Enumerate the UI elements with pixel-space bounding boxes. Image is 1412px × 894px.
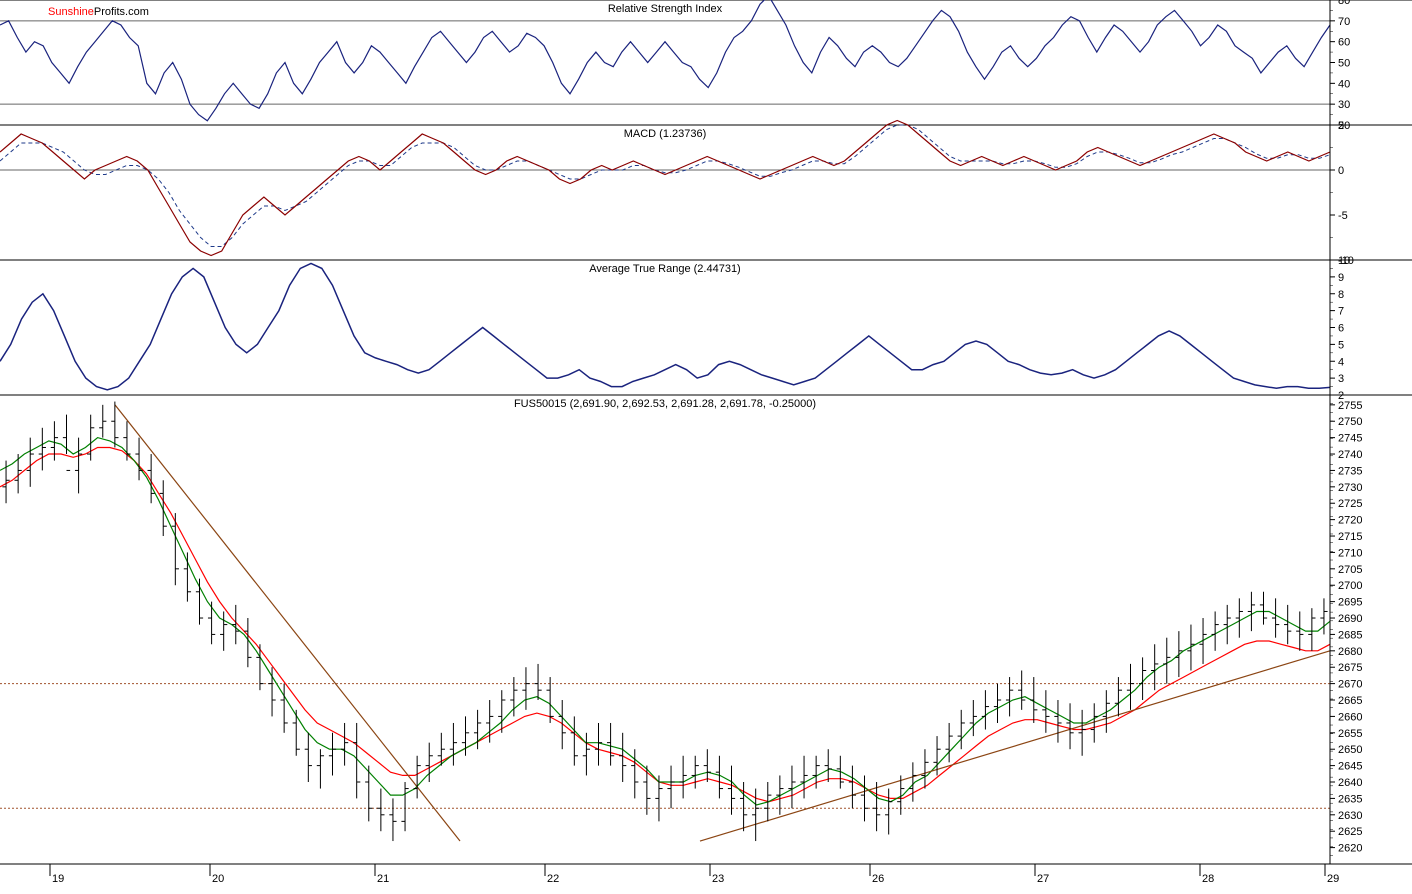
svg-text:2655: 2655 — [1338, 728, 1362, 740]
svg-text:50: 50 — [1338, 58, 1350, 70]
svg-text:26: 26 — [872, 873, 884, 885]
svg-text:-5: -5 — [1338, 210, 1348, 222]
svg-text:2650: 2650 — [1338, 744, 1362, 756]
svg-text:2725: 2725 — [1338, 498, 1362, 510]
svg-text:2660: 2660 — [1338, 711, 1362, 723]
chart-container: SunshineProfits.com Relative Strength In… — [0, 0, 1412, 889]
svg-text:10: 10 — [1338, 255, 1350, 267]
svg-text:MACD (1.23736): MACD (1.23736) — [624, 128, 707, 140]
svg-text:Average True Range (2.44731): Average True Range (2.44731) — [589, 263, 740, 275]
svg-text:2740: 2740 — [1338, 449, 1362, 461]
watermark-part1: Sunshine — [48, 6, 94, 18]
svg-text:2620: 2620 — [1338, 843, 1362, 855]
svg-text:29: 29 — [1327, 873, 1339, 885]
svg-text:70: 70 — [1338, 16, 1350, 28]
svg-text:22: 22 — [547, 873, 559, 885]
svg-text:5: 5 — [1338, 339, 1344, 351]
svg-text:2630: 2630 — [1338, 810, 1362, 822]
svg-text:2730: 2730 — [1338, 482, 1362, 494]
svg-text:7: 7 — [1338, 306, 1344, 318]
svg-text:2625: 2625 — [1338, 826, 1362, 838]
svg-text:2745: 2745 — [1338, 433, 1362, 445]
svg-text:21: 21 — [377, 873, 389, 885]
svg-text:30: 30 — [1338, 99, 1350, 111]
svg-text:2665: 2665 — [1338, 695, 1362, 707]
svg-text:2690: 2690 — [1338, 613, 1362, 625]
svg-text:3: 3 — [1338, 373, 1344, 385]
svg-text:2710: 2710 — [1338, 547, 1362, 559]
svg-text:2700: 2700 — [1338, 580, 1362, 592]
svg-text:2705: 2705 — [1338, 564, 1362, 576]
svg-text:23: 23 — [712, 873, 724, 885]
watermark: SunshineProfits.com — [48, 6, 149, 18]
svg-text:2735: 2735 — [1338, 465, 1362, 477]
svg-text:2685: 2685 — [1338, 629, 1362, 641]
svg-text:20: 20 — [212, 873, 224, 885]
svg-text:FUS50015 (2,691.90, 2,692.53,: FUS50015 (2,691.90, 2,692.53, 2,691.28, … — [514, 398, 816, 410]
svg-text:2670: 2670 — [1338, 679, 1362, 691]
svg-text:2675: 2675 — [1338, 662, 1362, 674]
svg-text:2750: 2750 — [1338, 416, 1362, 428]
svg-text:60: 60 — [1338, 37, 1350, 49]
svg-text:2645: 2645 — [1338, 761, 1362, 773]
svg-text:40: 40 — [1338, 78, 1350, 90]
svg-text:2715: 2715 — [1338, 531, 1362, 543]
svg-text:6: 6 — [1338, 323, 1344, 335]
svg-text:2635: 2635 — [1338, 793, 1362, 805]
svg-text:2680: 2680 — [1338, 646, 1362, 658]
svg-text:2695: 2695 — [1338, 597, 1362, 609]
svg-text:5: 5 — [1338, 120, 1344, 132]
svg-text:Relative Strength Index: Relative Strength Index — [608, 3, 723, 15]
svg-text:8: 8 — [1338, 289, 1344, 301]
svg-text:80: 80 — [1338, 0, 1350, 7]
svg-text:9: 9 — [1338, 272, 1344, 284]
svg-text:19: 19 — [52, 873, 64, 885]
svg-text:4: 4 — [1338, 356, 1344, 368]
chart-svg: Relative Strength Index20304050607080MAC… — [0, 0, 1412, 889]
svg-text:28: 28 — [1202, 873, 1214, 885]
svg-text:0: 0 — [1338, 165, 1344, 177]
svg-text:2640: 2640 — [1338, 777, 1362, 789]
svg-text:27: 27 — [1037, 873, 1049, 885]
svg-text:2755: 2755 — [1338, 400, 1362, 412]
watermark-part2: Profits.com — [94, 6, 149, 18]
svg-text:2720: 2720 — [1338, 515, 1362, 527]
